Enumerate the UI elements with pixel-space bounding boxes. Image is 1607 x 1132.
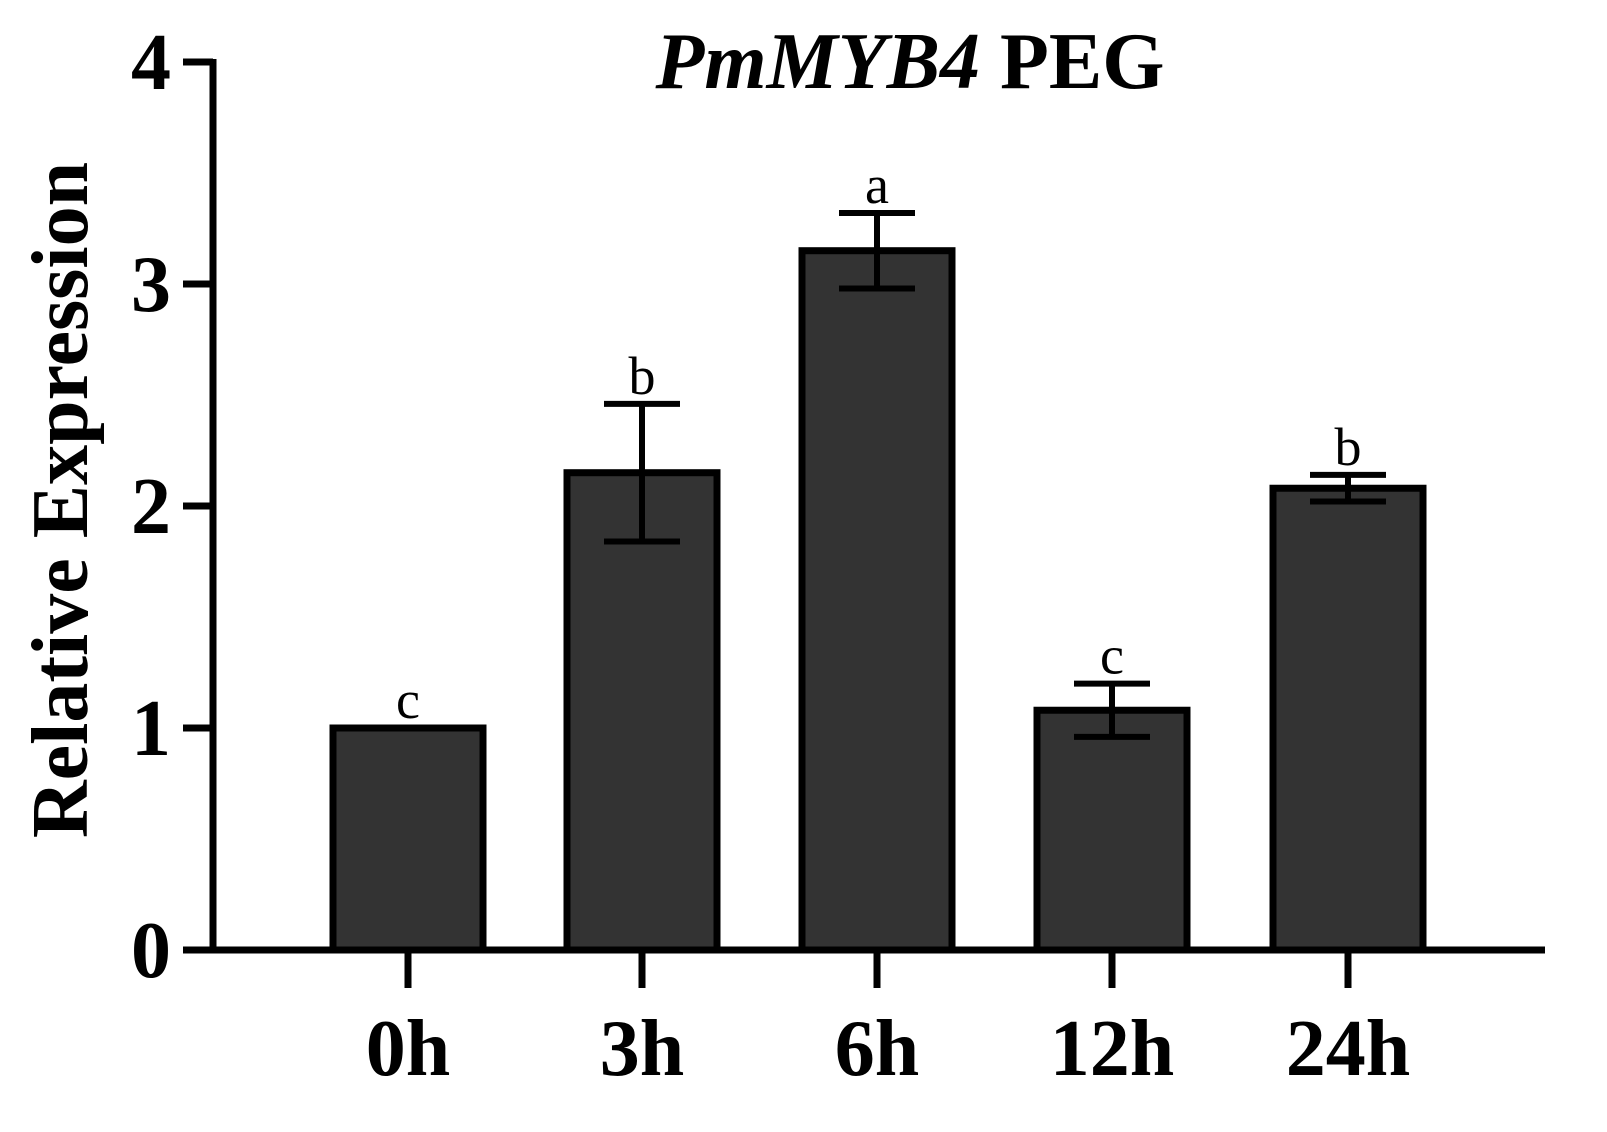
bar-3h bbox=[563, 469, 721, 954]
y-tick-label-4: 4 bbox=[131, 19, 171, 107]
y-tick-label-0: 0 bbox=[131, 907, 171, 995]
bars-group bbox=[329, 247, 1427, 954]
error-bar-3h bbox=[604, 400, 680, 545]
significance-labels: c b a c b bbox=[396, 155, 1361, 730]
x-tick-label-12h: 12h bbox=[1050, 1005, 1175, 1093]
y-tick-label-2: 2 bbox=[131, 463, 171, 551]
chart-title-condition: PEG bbox=[1000, 18, 1164, 106]
significance-label-3h: b bbox=[629, 346, 656, 406]
chart-title: PmMYB4 PEG bbox=[655, 18, 1165, 106]
significance-label-6h: a bbox=[865, 155, 889, 215]
chart-title-gene: PmMYB4 bbox=[655, 18, 980, 106]
bar-24h bbox=[1269, 484, 1427, 954]
bar-0h bbox=[329, 724, 487, 954]
y-tick-label-3: 3 bbox=[131, 241, 171, 329]
significance-label-0h: c bbox=[396, 670, 420, 730]
error-bar-12h bbox=[1074, 680, 1150, 740]
y-axis-ticks: 0 1 2 3 4 bbox=[131, 19, 213, 995]
y-tick-label-1: 1 bbox=[131, 685, 171, 773]
significance-label-12h: c bbox=[1100, 626, 1124, 686]
y-axis-label: Relative Expression bbox=[17, 162, 105, 838]
bar-12h bbox=[1033, 706, 1191, 954]
x-tick-label-0h: 0h bbox=[366, 1005, 451, 1093]
bar-6h bbox=[798, 247, 956, 954]
chart-title-spacer bbox=[980, 18, 1000, 106]
x-axis-ticks: 0h 3h 6h 12h 24h bbox=[366, 950, 1411, 1093]
error-bars-group bbox=[604, 209, 1386, 740]
error-bar-24h bbox=[1310, 471, 1386, 505]
error-bar-6h bbox=[839, 209, 915, 292]
x-tick-label-6h: 6h bbox=[835, 1005, 920, 1093]
x-tick-label-24h: 24h bbox=[1286, 1005, 1411, 1093]
x-tick-label-3h: 3h bbox=[600, 1005, 685, 1093]
significance-label-24h: b bbox=[1335, 417, 1362, 477]
